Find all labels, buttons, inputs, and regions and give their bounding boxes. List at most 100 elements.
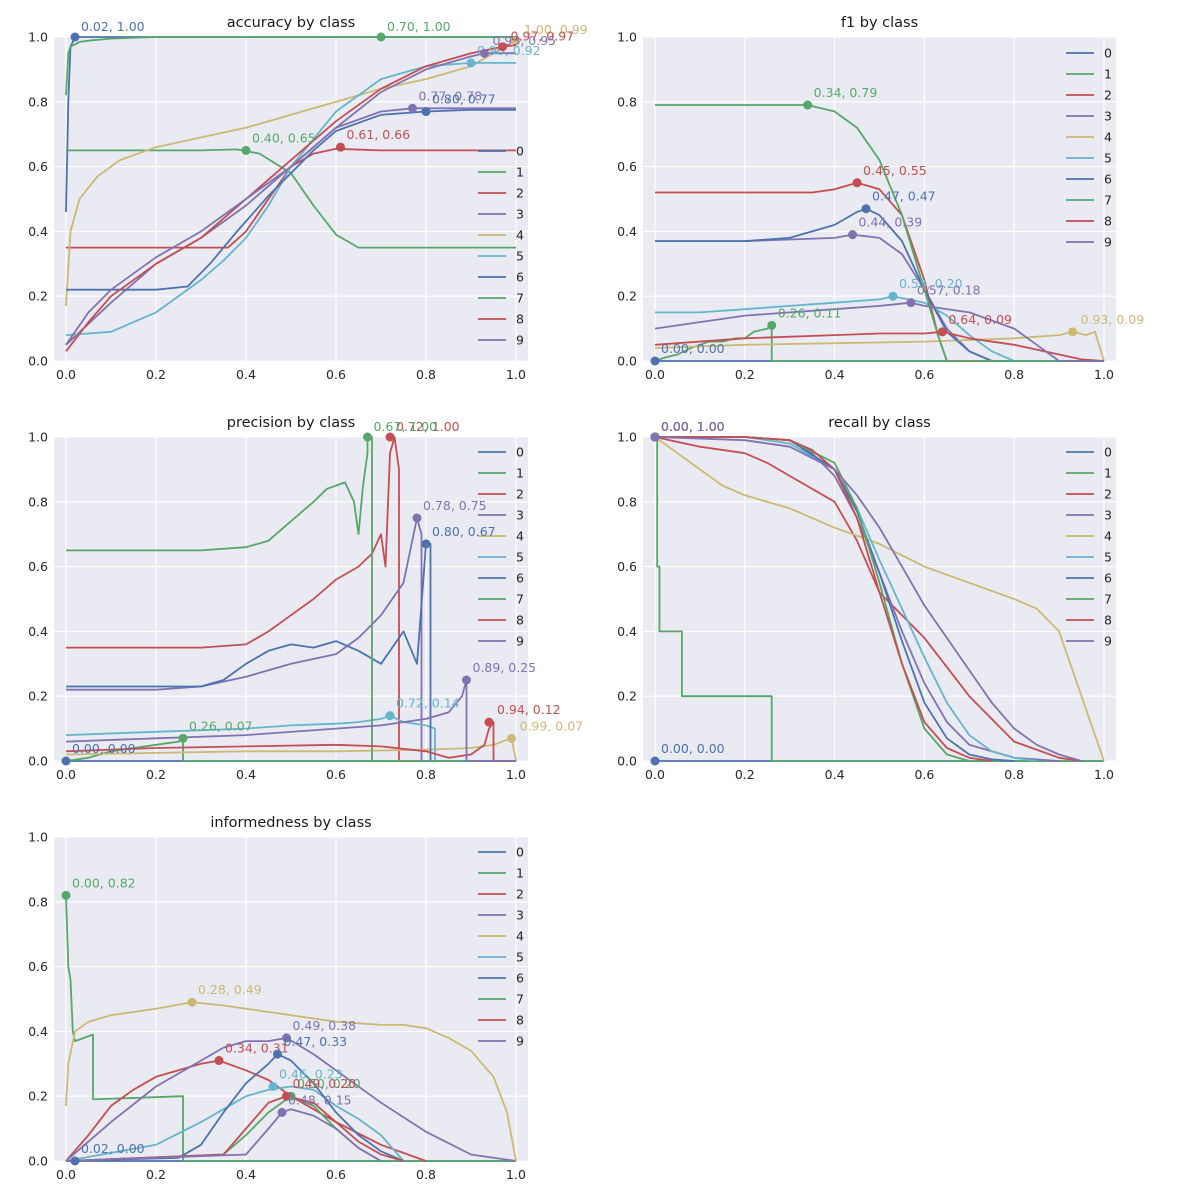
x-tick-label: 0.6	[914, 367, 934, 382]
point-marker-0	[61, 756, 71, 766]
x-tick-label: 0.2	[735, 767, 755, 782]
point-label-7: 0.67, 1.00	[374, 419, 438, 434]
y-tick-label: 0.4	[28, 1024, 48, 1039]
point-label-7: 0.34, 0.79	[814, 85, 878, 100]
point-marker-9	[650, 432, 660, 442]
point-label-0: 0.02, 0.00	[81, 1141, 145, 1156]
series-line-1	[65, 737, 516, 762]
point-label-2: 0.72, 1.00	[396, 419, 460, 434]
x-tick-label: 1.0	[506, 767, 526, 782]
point-marker-4	[1068, 327, 1078, 337]
legend-label: 7	[1104, 592, 1112, 607]
y-tick-label: 0.2	[28, 689, 48, 704]
chart-panel-4: 0.0 0.2 0.4 0.6 0.8 1.0 0.0 0.2 0.4 0.6 0.8 1.0 info…	[28, 815, 528, 1182]
legend-label: 4	[516, 228, 524, 243]
legend-label: 5	[516, 550, 524, 565]
series-line-8	[65, 1095, 404, 1162]
y-tick-label: 0.8	[617, 94, 637, 109]
point-label-3: 0.77, 0.78	[419, 88, 483, 103]
point-marker-6	[421, 539, 431, 549]
legend-label: 9	[516, 1034, 524, 1049]
x-tick-label: 0.2	[735, 367, 755, 382]
point-label-9: 0.48, 0.15	[288, 1092, 352, 1107]
chart-panel-3: 0.0 0.2 0.4 0.6 0.8 1.0 0.0 0.2 0.4 0.6 0.8 1.0 reca…	[617, 415, 1116, 782]
legend-label: 7	[516, 592, 524, 607]
legend-label: 9	[1104, 235, 1112, 250]
legend-label: 1	[1104, 67, 1112, 82]
series-line-9	[65, 1108, 382, 1162]
point-marker-9	[277, 1107, 287, 1117]
plot-area	[54, 437, 528, 761]
x-tick-label: 0.8	[416, 367, 436, 382]
legend-label: 5	[516, 249, 524, 264]
point-marker-3	[412, 513, 422, 523]
legend-label: 0	[516, 144, 524, 159]
series-line-4	[654, 330, 1105, 362]
plot-area	[643, 37, 1116, 361]
point-marker-7	[363, 432, 372, 442]
chart-title: recall by class	[828, 415, 930, 431]
point-marker-1	[178, 733, 188, 743]
legend-label: 3	[1104, 109, 1112, 124]
legend-label: 1	[516, 165, 524, 180]
legend-label: 3	[516, 508, 524, 523]
point-label-9: 0.89, 0.25	[473, 660, 537, 675]
x-tick-label: 0.2	[146, 767, 166, 782]
y-tick-label: 1.0	[28, 830, 48, 845]
x-tick-label: 0.8	[1004, 367, 1024, 382]
point-label-0: 0.00, 0.00	[661, 341, 725, 356]
x-tick-label: 0.6	[914, 767, 934, 782]
y-tick-label: 0.6	[617, 559, 637, 574]
point-label-2: 0.45, 0.55	[863, 163, 927, 178]
legend-label: 4	[516, 529, 524, 544]
x-tick-label: 0.6	[326, 1167, 346, 1182]
x-tick-label: 0.8	[1004, 767, 1024, 782]
series-line-8	[65, 44, 517, 352]
point-label-6: 0.80, 0.67	[432, 524, 496, 539]
x-tick-label: 0.8	[416, 767, 436, 782]
plot-area	[54, 837, 528, 1161]
point-marker-9	[906, 298, 916, 308]
legend-label: 3	[1104, 508, 1112, 523]
y-tick-label: 0.0	[617, 354, 637, 369]
y-tick-label: 0.2	[617, 289, 637, 304]
point-marker-2	[336, 142, 345, 152]
x-tick-label: 0.4	[236, 1167, 256, 1182]
legend-label: 9	[1104, 634, 1112, 649]
point-label-6: 0.80, 0.77	[432, 92, 496, 107]
legend-label: 7	[516, 992, 524, 1007]
point-label-0: 0.00, 0.00	[72, 741, 136, 756]
point-label-9: 0.00, 1.00	[661, 419, 725, 434]
point-marker-9	[462, 675, 471, 685]
legend-label: 8	[1104, 214, 1112, 229]
point-label-4: 0.93, 0.09	[1081, 312, 1145, 327]
series-line-8	[65, 721, 516, 762]
chart-title: f1 by class	[841, 15, 918, 31]
point-label-0: 0.02, 1.00	[81, 19, 145, 34]
point-label-3: 0.44, 0.39	[859, 215, 923, 230]
legend-label: 5	[1104, 151, 1112, 166]
legend-label: 0	[1104, 46, 1112, 61]
point-marker-6	[861, 204, 871, 214]
series-line-3	[65, 1037, 517, 1162]
series-line-2	[654, 436, 1082, 762]
point-marker-7	[803, 100, 813, 110]
chart-panel-1: 0.0 0.2 0.4 0.6 0.8 1.0 0.0 0.2 0.4 0.6 0.8 1.0 f1 b…	[617, 15, 1144, 382]
y-tick-label: 0.8	[28, 894, 48, 909]
point-label-4: 0.99, 0.07	[520, 718, 584, 733]
y-tick-label: 0.8	[28, 494, 48, 509]
point-marker-5	[385, 711, 395, 721]
y-tick-label: 0.8	[617, 494, 637, 509]
point-label-8: 0.00, 1.00	[661, 419, 725, 434]
legend-label: 2	[516, 887, 524, 902]
x-tick-label: 1.0	[1094, 367, 1114, 382]
point-marker-1	[241, 145, 251, 155]
legend-label: 4	[1104, 130, 1112, 145]
series-line-2	[66, 436, 516, 762]
y-tick-label: 0.4	[28, 224, 48, 239]
point-label-1: 0.26, 0.11	[778, 305, 842, 320]
legend-label: 3	[516, 207, 524, 222]
legend-label: 0	[516, 445, 524, 460]
plot-area	[54, 37, 528, 361]
